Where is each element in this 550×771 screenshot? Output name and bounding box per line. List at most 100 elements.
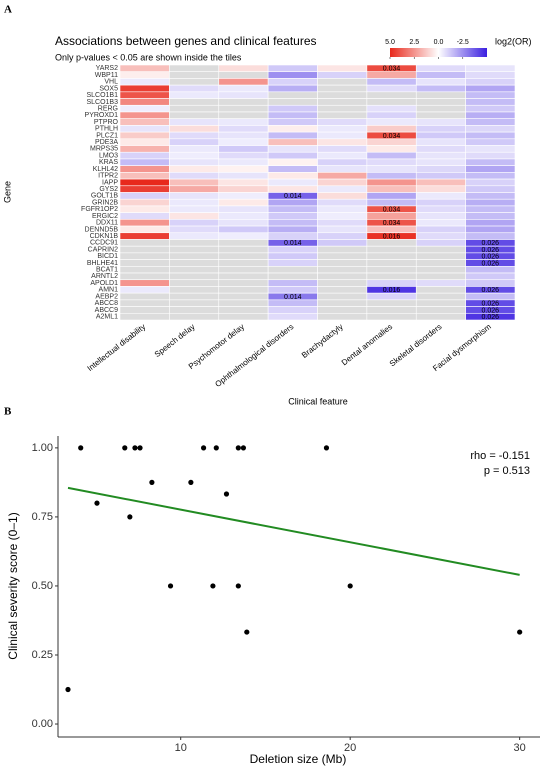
tile bbox=[218, 165, 269, 173]
tile bbox=[169, 172, 220, 180]
y-tick-label: 0.00 bbox=[32, 718, 53, 730]
x-tick-label: 30 bbox=[514, 742, 526, 754]
tile bbox=[317, 125, 368, 133]
tile bbox=[415, 125, 466, 133]
tile bbox=[169, 84, 220, 93]
tile bbox=[366, 145, 417, 153]
point bbox=[188, 479, 194, 485]
na-tile bbox=[218, 272, 269, 281]
tile bbox=[366, 118, 417, 126]
tile bbox=[218, 131, 269, 140]
tile bbox=[267, 111, 318, 119]
na-tile bbox=[169, 259, 220, 267]
na-tile bbox=[169, 245, 220, 254]
x-tick-label: 20 bbox=[344, 742, 356, 754]
na-tile bbox=[366, 272, 417, 281]
point bbox=[235, 445, 241, 451]
na-tile bbox=[218, 239, 269, 247]
x-tick-label: Ophthalmological disorders bbox=[213, 322, 295, 389]
tile bbox=[267, 118, 318, 126]
gene-label: GOLT1B bbox=[91, 193, 118, 200]
tile bbox=[169, 131, 220, 140]
gene-label: ITPR2 bbox=[98, 173, 118, 180]
na-tile bbox=[169, 111, 220, 119]
tile bbox=[218, 158, 269, 166]
x-tick-label: Dental anomalies bbox=[340, 322, 394, 367]
tile bbox=[465, 104, 516, 113]
tile bbox=[267, 131, 318, 140]
na-tile bbox=[366, 306, 417, 314]
gene-label: GYS2 bbox=[99, 186, 118, 193]
point bbox=[323, 445, 330, 451]
tile bbox=[218, 212, 269, 220]
na-tile bbox=[119, 239, 170, 247]
gene-label: KRAS bbox=[99, 159, 118, 166]
tile bbox=[119, 111, 170, 119]
na-tile bbox=[317, 292, 368, 301]
tile bbox=[169, 192, 220, 200]
p-value-label: 0.026 bbox=[482, 254, 500, 261]
tile bbox=[465, 279, 516, 287]
tile bbox=[119, 286, 170, 294]
point bbox=[132, 445, 138, 451]
na-tile bbox=[169, 292, 220, 301]
tile bbox=[119, 78, 170, 86]
gene-label: A2ML1 bbox=[96, 313, 118, 320]
annotation: p = 0.513 bbox=[484, 465, 530, 477]
tile bbox=[119, 219, 170, 227]
tile bbox=[465, 138, 516, 146]
p-value-label: 0.016 bbox=[383, 287, 401, 294]
colorbar bbox=[390, 48, 487, 57]
na-tile bbox=[218, 286, 269, 294]
na-tile bbox=[415, 111, 466, 119]
tile bbox=[317, 158, 368, 166]
na-tile bbox=[119, 292, 170, 301]
tile bbox=[218, 232, 269, 240]
tile bbox=[317, 151, 368, 160]
na-tile bbox=[317, 84, 368, 93]
tile bbox=[465, 91, 516, 99]
gene-label: WBP11 bbox=[95, 72, 118, 79]
tile bbox=[169, 91, 220, 99]
tile bbox=[415, 145, 466, 153]
na-tile bbox=[317, 245, 368, 254]
na-tile bbox=[366, 91, 417, 99]
p-value-label: 0.034 bbox=[383, 220, 401, 227]
na-tile bbox=[119, 266, 170, 274]
tile bbox=[415, 212, 466, 220]
annotation: rho = -0.151 bbox=[470, 450, 530, 462]
trend-line bbox=[67, 486, 520, 576]
tile bbox=[169, 145, 220, 153]
tile bbox=[317, 178, 368, 187]
na-tile bbox=[169, 312, 220, 321]
point bbox=[210, 583, 216, 589]
na-tile bbox=[169, 239, 220, 247]
tile bbox=[218, 205, 269, 213]
tile bbox=[415, 118, 466, 126]
tile bbox=[218, 145, 269, 153]
tile bbox=[415, 78, 466, 86]
na-tile bbox=[169, 71, 220, 79]
na-tile bbox=[415, 266, 466, 274]
y-tick-label: 0.50 bbox=[32, 580, 53, 592]
tile bbox=[317, 232, 368, 240]
na-tile bbox=[119, 306, 170, 314]
gene-label: SLCO1B1 bbox=[86, 92, 118, 99]
gene-label: CCDC91 bbox=[90, 240, 118, 247]
gene-label: ABCC9 bbox=[95, 307, 118, 314]
tile bbox=[218, 225, 269, 234]
gene-label: PLCZ1 bbox=[96, 132, 118, 139]
na-tile bbox=[415, 91, 466, 99]
tile bbox=[366, 104, 417, 113]
na-tile bbox=[119, 245, 170, 254]
tile bbox=[267, 306, 318, 314]
tile bbox=[267, 158, 318, 166]
p-value-label: 0.026 bbox=[482, 301, 500, 308]
tile bbox=[119, 151, 170, 160]
na-tile bbox=[169, 266, 220, 274]
gene-label: KLHL42 bbox=[93, 166, 118, 173]
na-tile bbox=[119, 259, 170, 267]
tile bbox=[366, 151, 417, 160]
y-axis-label: Clinical severity score (0–1) bbox=[6, 512, 20, 659]
na-tile bbox=[366, 266, 417, 274]
